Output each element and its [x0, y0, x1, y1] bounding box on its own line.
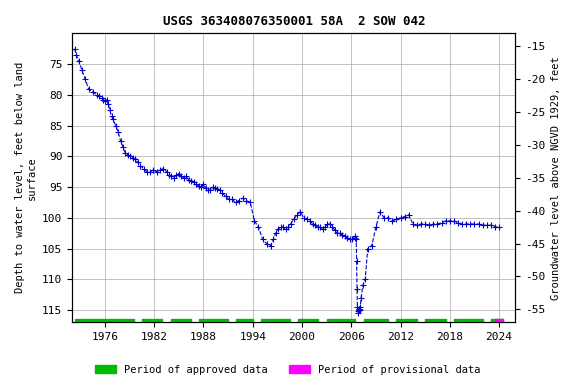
Bar: [425, 319, 446, 326]
Bar: [170, 319, 191, 326]
Bar: [495, 319, 503, 326]
Bar: [363, 319, 388, 326]
Bar: [236, 319, 253, 326]
Title: USGS 363408076350001 58A  2 SOW 042: USGS 363408076350001 58A 2 SOW 042: [162, 15, 425, 28]
Bar: [491, 319, 503, 326]
Bar: [454, 319, 483, 326]
Y-axis label: Depth to water level, feet below land
surface: Depth to water level, feet below land su…: [15, 62, 37, 293]
Legend: Period of approved data, Period of provisional data: Period of approved data, Period of provi…: [91, 361, 485, 379]
Bar: [142, 319, 162, 326]
Bar: [199, 319, 228, 326]
Bar: [298, 319, 319, 326]
Y-axis label: Groundwater level above NGVD 1929, feet: Groundwater level above NGVD 1929, feet: [551, 56, 561, 300]
Bar: [74, 319, 134, 326]
Bar: [327, 319, 355, 326]
Bar: [261, 319, 290, 326]
Bar: [396, 319, 417, 326]
